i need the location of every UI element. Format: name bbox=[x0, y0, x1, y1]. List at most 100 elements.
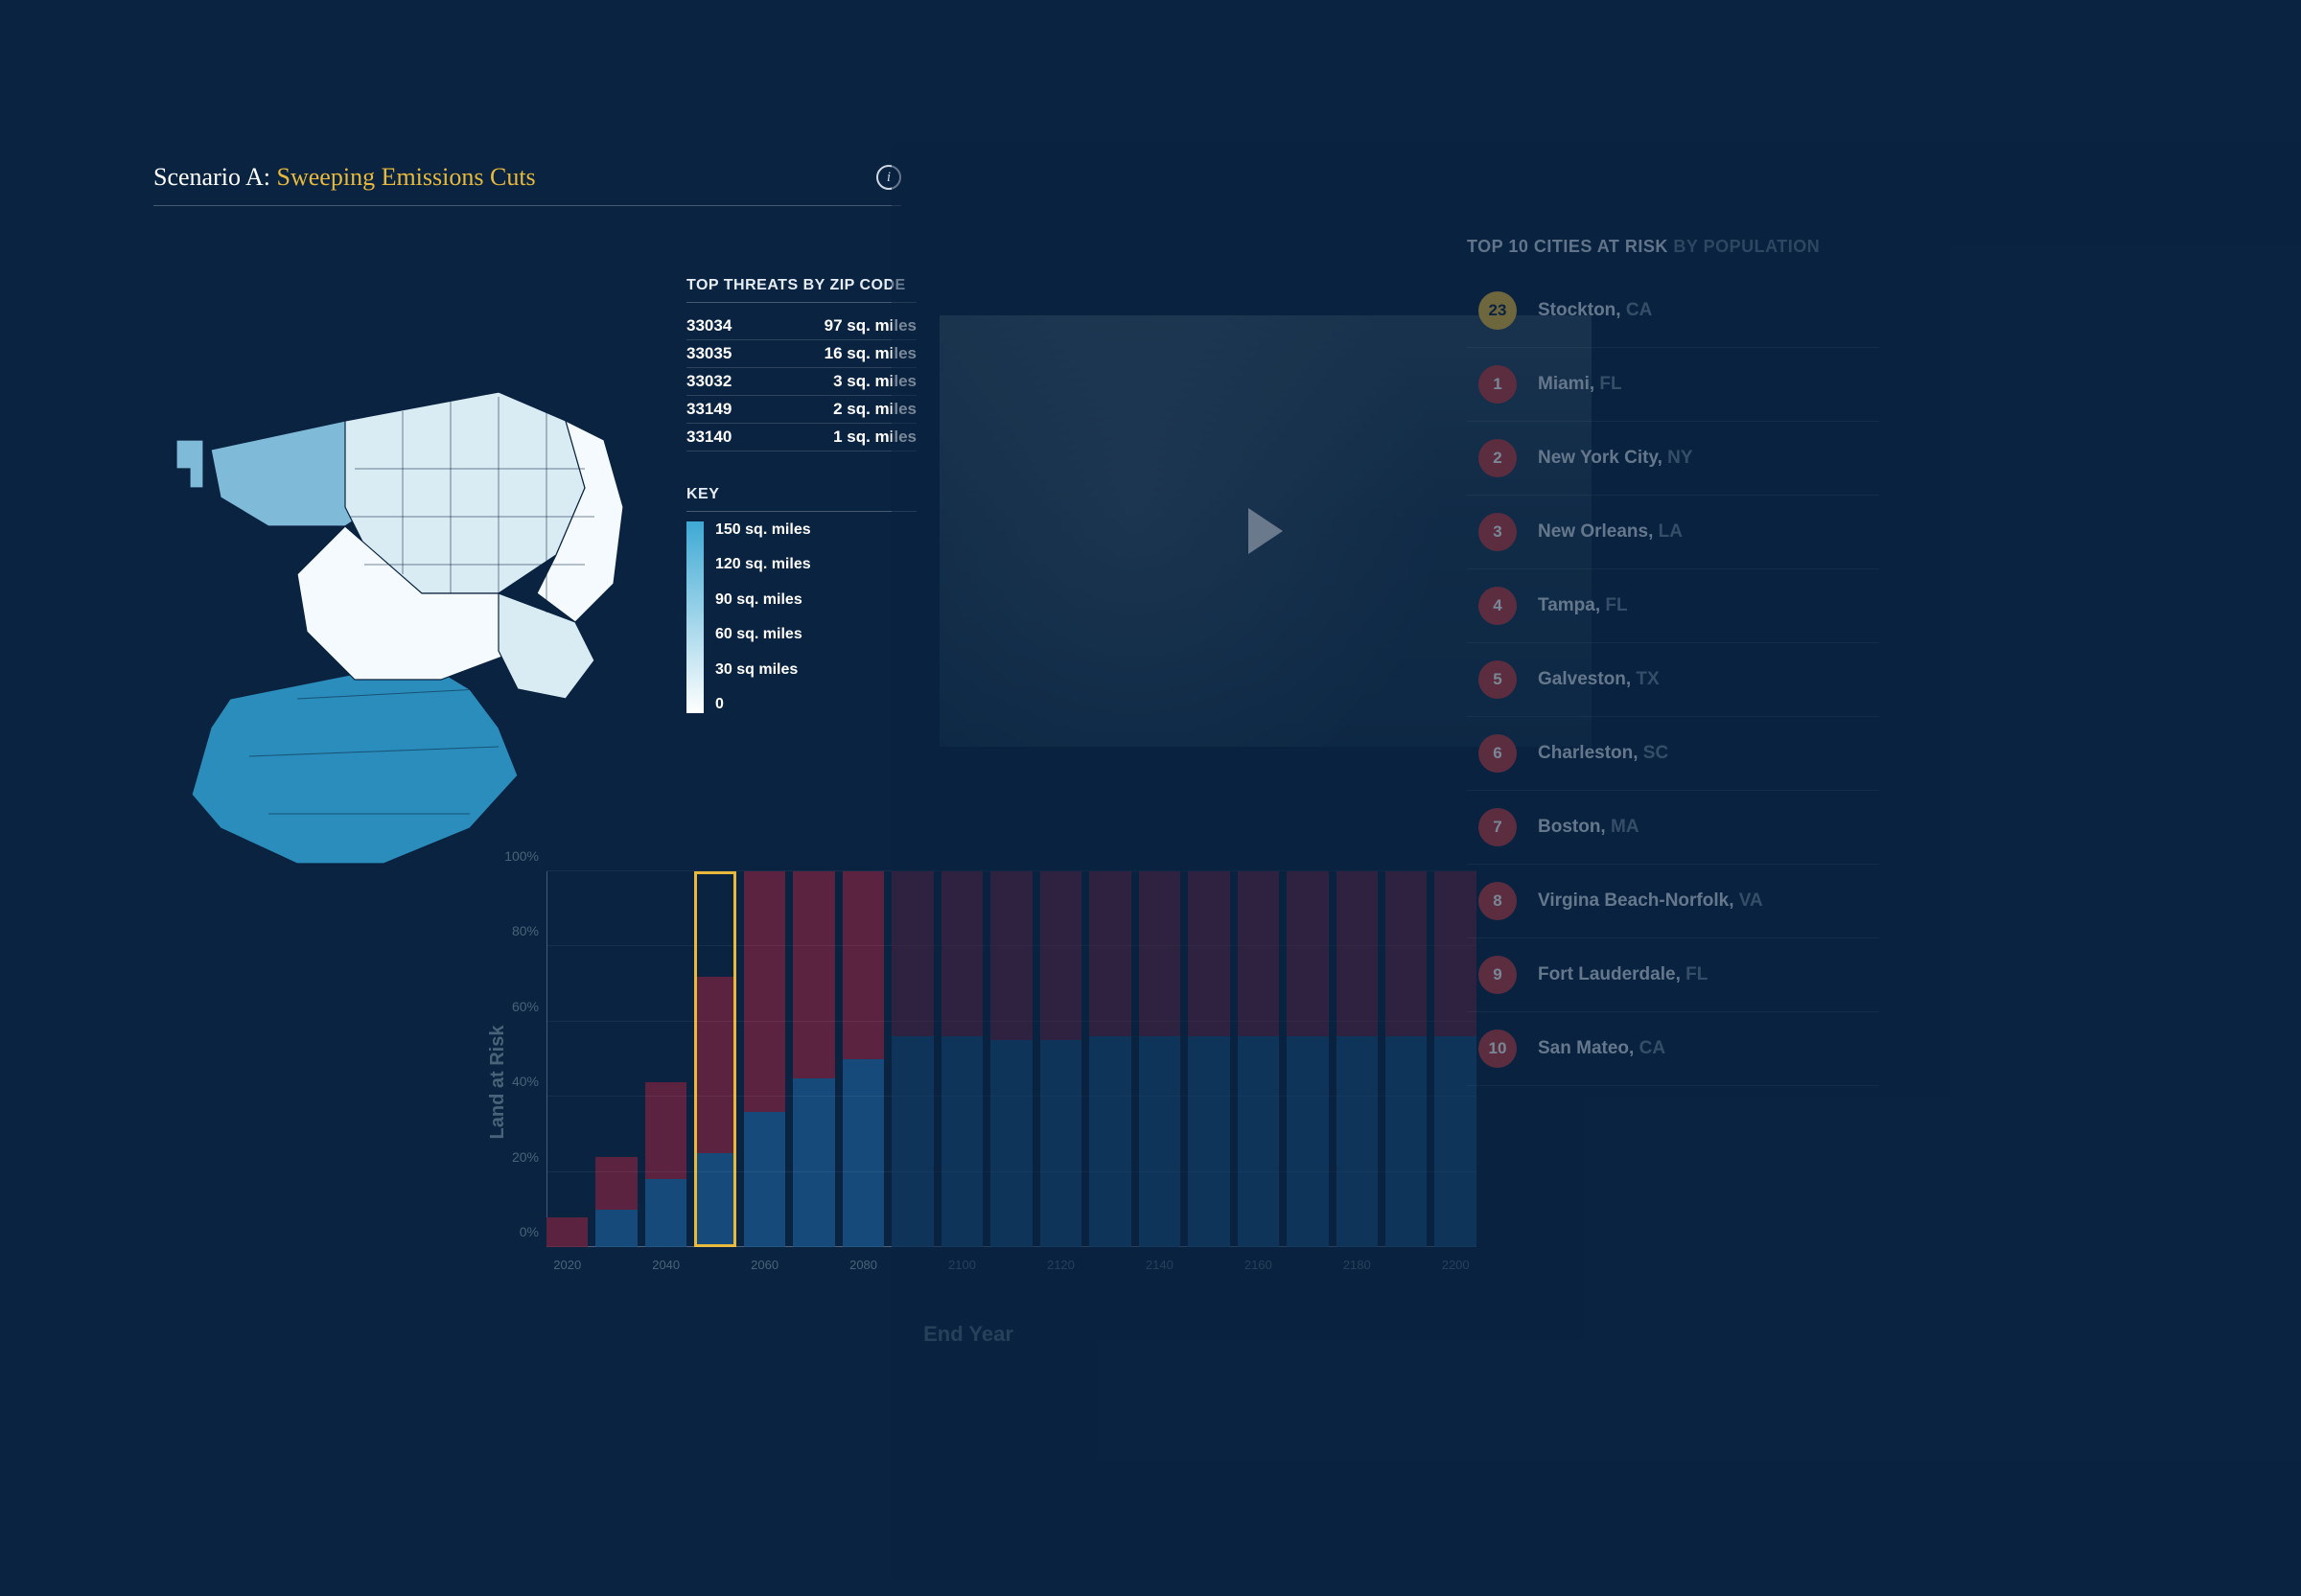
chart-bar[interactable] bbox=[595, 871, 637, 1247]
rank-badge: 1 bbox=[1478, 365, 1517, 404]
map-county[interactable] bbox=[176, 440, 203, 488]
chart-bar[interactable]: 2140 bbox=[1139, 871, 1180, 1247]
title-mid: AT RISK bbox=[1592, 237, 1668, 256]
chart-bar[interactable]: 2040 bbox=[645, 871, 686, 1247]
chart-bar[interactable]: 2100 bbox=[941, 871, 983, 1247]
x-tick-label: 2200 bbox=[1442, 1258, 1470, 1272]
bar-seg-upper bbox=[793, 871, 834, 1078]
scenario-label-text: Scenario A: bbox=[153, 163, 270, 191]
chart-bar[interactable] bbox=[990, 871, 1032, 1247]
info-icon[interactable]: i bbox=[876, 165, 901, 190]
info-glyph: i bbox=[887, 170, 891, 186]
gridline bbox=[546, 945, 1476, 946]
chart-bar[interactable] bbox=[793, 871, 834, 1247]
city-row[interactable]: 2New York City, NY bbox=[1467, 422, 1879, 496]
title-suffix: BY POPULATION bbox=[1668, 237, 1820, 256]
x-tick-label: 2180 bbox=[1343, 1258, 1371, 1272]
gridline bbox=[546, 1096, 1476, 1097]
chart-bar[interactable]: 2160 bbox=[1238, 871, 1279, 1247]
bar-seg-lower bbox=[892, 1036, 933, 1247]
map-county[interactable] bbox=[192, 660, 518, 864]
city-row[interactable]: 1Miami, FL bbox=[1467, 348, 1879, 422]
chart-bar[interactable] bbox=[1188, 871, 1229, 1247]
chart-bar[interactable] bbox=[1385, 871, 1427, 1247]
bar-seg-lower bbox=[595, 1210, 637, 1247]
chart-bar[interactable]: 2020 bbox=[546, 871, 588, 1247]
chart-bar[interactable] bbox=[1287, 871, 1328, 1247]
bar-seg-lower bbox=[1089, 1036, 1130, 1247]
y-tick-label: 60% bbox=[493, 999, 539, 1014]
x-tick-label: 2100 bbox=[948, 1258, 976, 1272]
city-row[interactable]: 6Charleston, SC bbox=[1467, 717, 1879, 791]
threat-row: 33149 2 sq. miles bbox=[686, 396, 917, 424]
threats-panel: TOP THREATS BY ZIP CODE 3303497 sq. mile… bbox=[686, 277, 917, 713]
threat-zip: 33149 bbox=[686, 400, 732, 419]
threat-zip: 33035 bbox=[686, 344, 732, 363]
title-prefix: TOP 10 CITIES bbox=[1467, 237, 1592, 256]
city-state: TX bbox=[1631, 669, 1660, 689]
key-label: 120 sq. miles bbox=[715, 556, 811, 573]
bar-seg-upper bbox=[892, 871, 933, 1036]
threat-miles: 2 sq. miles bbox=[833, 400, 917, 419]
x-tick-label: 2020 bbox=[553, 1258, 581, 1272]
x-tick-label: 2140 bbox=[1146, 1258, 1174, 1272]
rank-badge: 5 bbox=[1478, 660, 1517, 699]
bar-seg-lower bbox=[793, 1078, 834, 1247]
map-region[interactable] bbox=[153, 277, 652, 871]
city-row[interactable]: 10San Mateo, CA bbox=[1467, 1012, 1879, 1086]
bar-seg-lower bbox=[1336, 1036, 1378, 1247]
city-state: SC bbox=[1639, 743, 1669, 763]
risk-bar-chart: Land at Risk 202020402060208021002120214… bbox=[460, 871, 1476, 1293]
chart-bar[interactable] bbox=[1089, 871, 1130, 1247]
threat-row: 331401 sq. miles bbox=[686, 424, 917, 451]
chart-bar[interactable]: 2080 bbox=[843, 871, 884, 1247]
chart-bar[interactable]: 2060 bbox=[744, 871, 785, 1247]
bar-seg-upper bbox=[1040, 871, 1081, 1040]
play-icon bbox=[1248, 508, 1283, 554]
bar-seg-upper bbox=[1089, 871, 1130, 1036]
city-name: Stockton, bbox=[1538, 300, 1621, 320]
gridline bbox=[546, 1246, 1476, 1247]
chart-bar[interactable] bbox=[892, 871, 933, 1247]
city-state: FL bbox=[1681, 964, 1708, 984]
chart-bar[interactable] bbox=[694, 871, 735, 1247]
rank-badge: 2 bbox=[1478, 439, 1517, 477]
city-label: San Mateo, CA bbox=[1538, 1038, 1665, 1059]
gridline bbox=[546, 870, 1476, 871]
city-name: New Orleans, bbox=[1538, 521, 1653, 542]
bar-seg-lower bbox=[645, 1179, 686, 1247]
scenario-title: Scenario A: Sweeping Emissions Cuts bbox=[153, 163, 536, 192]
city-name: Tampa, bbox=[1538, 595, 1600, 615]
key-labels: 150 sq. miles120 sq. miles90 sq. miles60… bbox=[715, 521, 811, 713]
city-label: Galveston, TX bbox=[1538, 669, 1660, 690]
city-row[interactable]: 3 New Orleans, LA bbox=[1467, 496, 1879, 569]
city-row[interactable]: 8 Virgina Beach-Norfolk, VA bbox=[1467, 865, 1879, 938]
chart-bar[interactable]: 2120 bbox=[1040, 871, 1081, 1247]
city-row[interactable]: 4Tampa, FL bbox=[1467, 569, 1879, 643]
rank-badge: 8 bbox=[1478, 882, 1517, 920]
city-name: San Mateo, bbox=[1538, 1038, 1634, 1058]
rank-badge: 9 bbox=[1478, 956, 1517, 994]
city-row[interactable]: 23Stockton, CA bbox=[1467, 274, 1879, 348]
city-row[interactable]: 7Boston, MA bbox=[1467, 791, 1879, 865]
bar-seg-lower bbox=[1139, 1036, 1180, 1247]
top-cities-title: TOP 10 CITIES AT RISK BY POPULATION bbox=[1467, 237, 1879, 257]
city-row[interactable]: 5 Galveston, TX bbox=[1467, 643, 1879, 717]
city-state: LA bbox=[1653, 521, 1683, 542]
city-state: NY bbox=[1662, 448, 1693, 468]
key-label: 90 sq. miles bbox=[715, 591, 811, 609]
bar-seg-lower bbox=[694, 1153, 735, 1247]
chart-bar[interactable]: 2180 bbox=[1336, 871, 1378, 1247]
threat-miles: 16 sq. miles bbox=[825, 344, 917, 363]
y-tick-label: 100% bbox=[493, 848, 539, 864]
city-label: Virgina Beach-Norfolk, VA bbox=[1538, 891, 1763, 912]
city-row[interactable]: 9Fort Lauderdale, FL bbox=[1467, 938, 1879, 1012]
city-name: Virgina Beach-Norfolk, bbox=[1538, 891, 1733, 911]
y-tick-label: 20% bbox=[493, 1149, 539, 1165]
bar-seg-lower bbox=[1040, 1040, 1081, 1247]
city-label: Tampa, FL bbox=[1538, 595, 1628, 616]
gridline bbox=[546, 1021, 1476, 1022]
rank-badge: 3 bbox=[1478, 513, 1517, 551]
city-name: Miami, bbox=[1538, 374, 1594, 394]
chart-plot-area: 2020204020602080210021202140216021802200… bbox=[546, 871, 1476, 1247]
